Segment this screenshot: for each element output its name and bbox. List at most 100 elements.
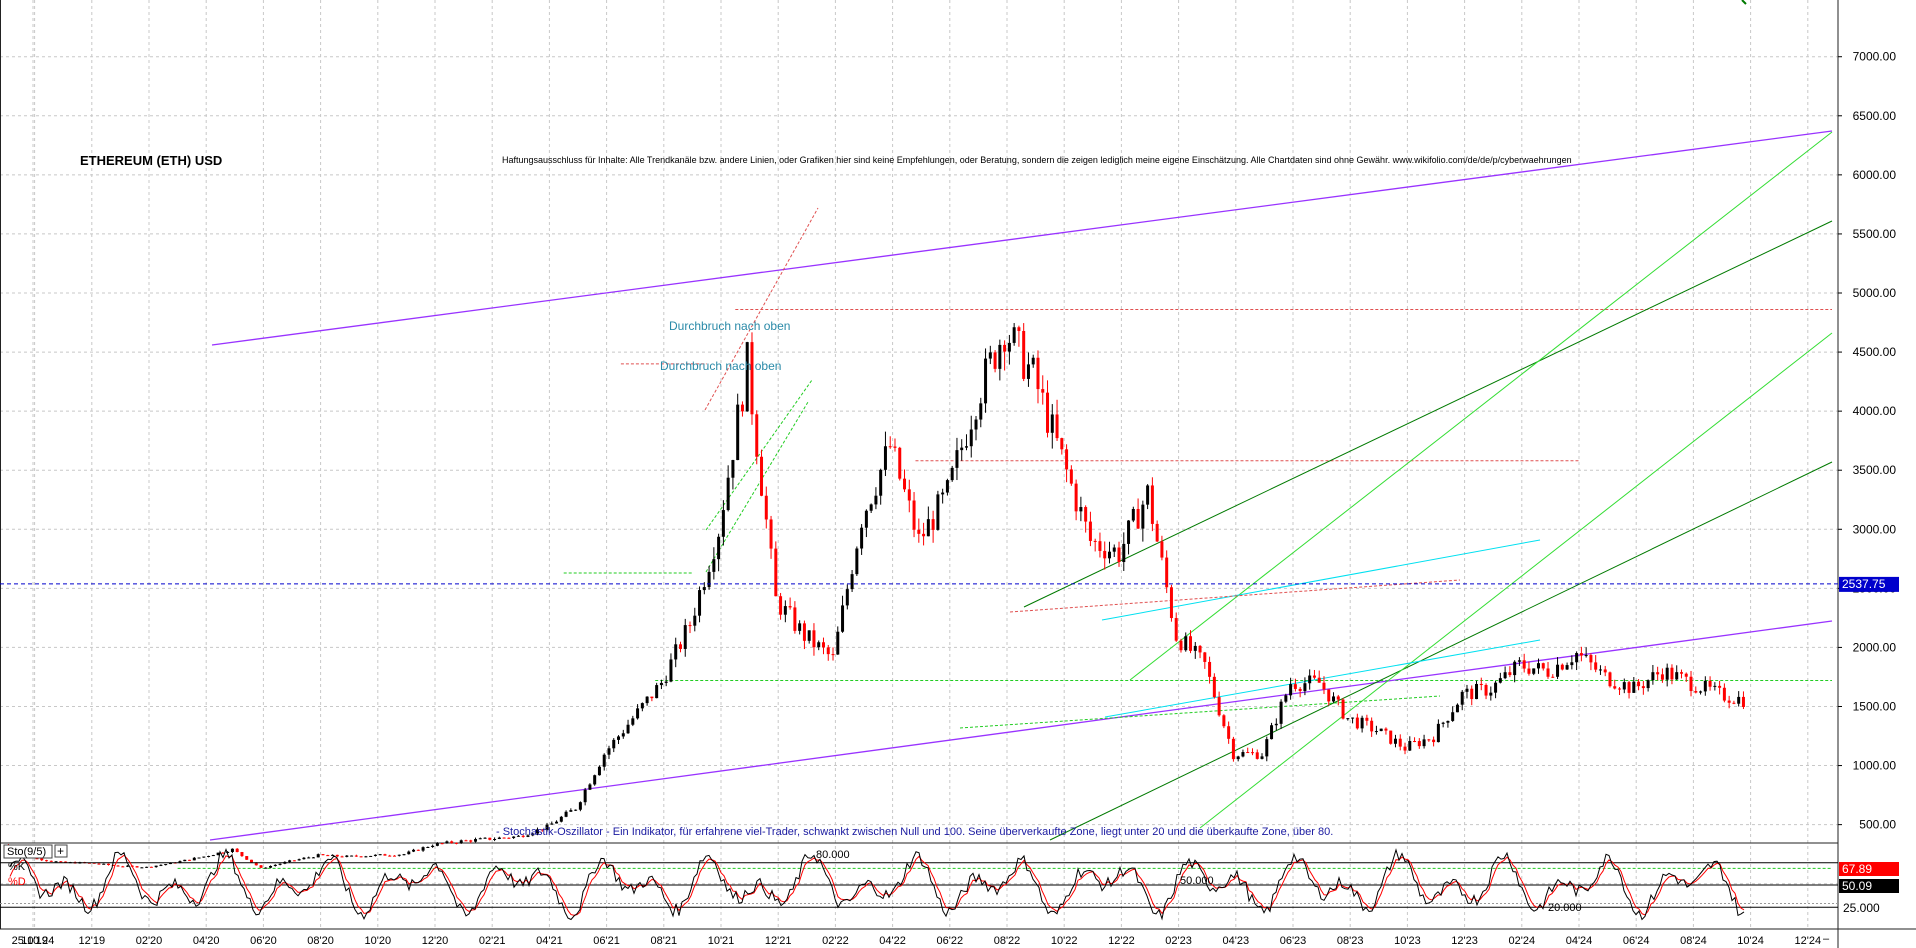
candle-body [435,843,439,846]
candle-body [755,414,759,457]
candle-body [597,766,601,776]
candle-body [1398,738,1402,747]
candle-body [974,419,978,430]
candle-body [1355,717,1359,729]
candle-body [1065,449,1069,470]
candle-body [764,495,768,520]
candle-body [1622,682,1626,690]
candle-body [988,352,992,359]
candle-body [269,865,273,868]
stoch-level-80: 80.000 [816,849,850,861]
candle-body [1384,728,1388,731]
candle-body [192,857,196,861]
candle-body [1336,696,1340,700]
candle-body [540,829,544,831]
candle-body [626,724,630,734]
candle-body [1241,752,1245,757]
candle-body [216,852,220,856]
price-tick-label: 6500.00 [1853,109,1897,123]
stoch-d-value: 50.09 [1842,879,1872,893]
candle-body [1117,547,1121,563]
candle-body [1079,507,1083,512]
candle-body [960,447,964,451]
candle-body [1193,645,1197,651]
candle-body [521,835,525,837]
candle-body [140,867,144,869]
candle-body [512,836,516,838]
candle-body [1041,389,1045,393]
candle-body [1050,414,1054,433]
stoch-d-legend: %D [8,876,26,888]
stoch-k-value-tag [1839,862,1899,876]
candle-body [564,811,568,817]
time-tick-label: 10'21 [708,935,735,947]
trend-line [1129,131,1833,681]
candle-body [879,469,883,496]
candle-body [1374,731,1378,733]
candle-body [1637,681,1641,687]
candle-body [211,855,215,857]
candle-body [555,821,559,824]
candle-body [1308,675,1312,684]
candle-body [278,863,282,865]
candle-body [254,862,258,866]
candle-body [245,856,249,860]
candle-body [903,478,907,490]
candle-body [49,860,53,862]
candle-body [1560,664,1564,670]
candle-body [354,855,358,857]
time-tick-label: 12'19 [79,935,106,947]
candle-body [1641,686,1645,689]
candle-body [817,642,821,648]
stoch-d-value-tag [1839,879,1899,893]
candle-body [240,852,244,857]
candle-body [736,404,740,461]
candle-body [1422,739,1426,747]
candle-body [378,854,382,856]
candle-body [1565,665,1569,670]
price-tick-label: 4000.00 [1853,404,1897,418]
candle-body [1084,507,1088,522]
candle-body [454,842,458,844]
indicator-add-button[interactable] [54,844,68,858]
candle-body [883,446,887,470]
trend-line [1009,579,1461,613]
time-tick-label: 06'21 [593,935,620,947]
time-axis-scroll-arrow[interactable]: – [1823,933,1830,945]
candle-body [1222,715,1226,727]
candle-body [1689,676,1693,692]
candle-body [1274,723,1278,726]
candle-body [1632,681,1636,693]
candle-body [1327,689,1331,702]
candle-body [1389,730,1393,744]
time-tick-label: 06'23 [1280,935,1307,947]
candle-body [273,864,277,866]
candle-body [54,861,58,863]
stoch-k-line [9,848,1745,921]
candle-body [1694,691,1698,693]
candle-body [1141,504,1145,529]
time-tick-label: 10'19 [21,935,48,947]
candle-body [35,858,39,860]
price-tick-label: 3500.00 [1853,463,1897,477]
candle-body [698,590,702,616]
candle-body [874,495,878,505]
candle-body [1589,655,1593,663]
current-price-tag [1839,576,1899,592]
time-tick-label: 12'24 [1795,935,1822,947]
candle-body [588,784,592,790]
candle-body [631,718,635,725]
candle-body [154,865,158,868]
candle-body [440,843,444,845]
candle-body [259,865,263,868]
candle-body [493,838,497,840]
candle-body [1536,663,1540,669]
candle-body [717,536,721,560]
trend-lines [209,0,1833,841]
price-tick-label: 5500.00 [1853,227,1897,241]
candle-body [116,865,120,867]
candle-body [302,857,306,860]
candle-body [1417,741,1421,747]
candle-body [1160,541,1164,558]
